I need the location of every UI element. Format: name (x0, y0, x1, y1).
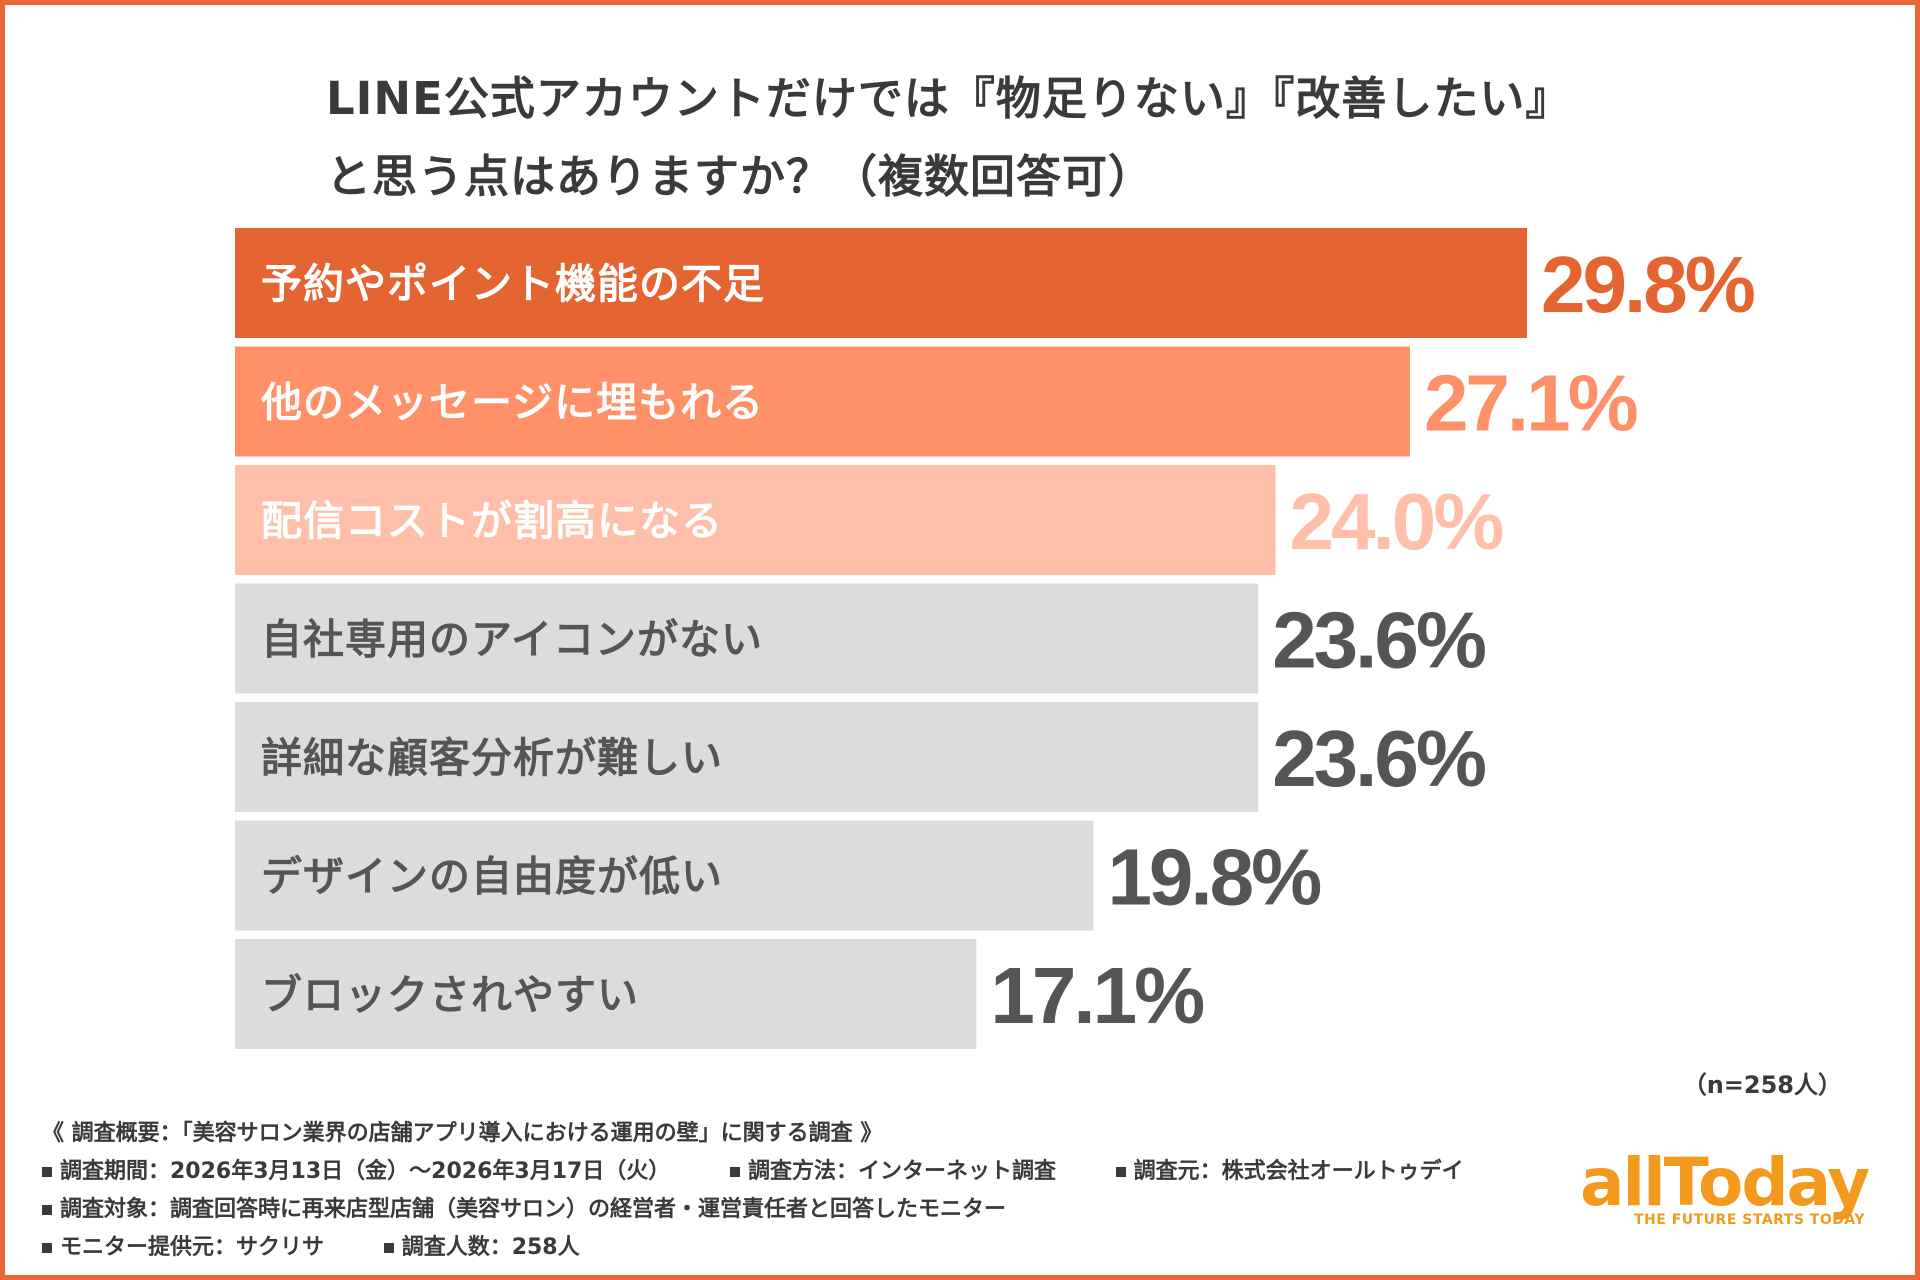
bullet-icon (42, 1243, 52, 1253)
bar-2 (235, 346, 1410, 457)
bar-4 (235, 583, 1259, 694)
bar-value-label: 27.1% (1424, 359, 1638, 448)
survey-row-2: 調査対象：調査回答時に再来店型店舗（美容サロン）の経営者・運営責任者と回答したモ… (42, 1191, 1542, 1229)
bar-category-label: 配信コストが割高になる (261, 497, 723, 545)
logo-tagline: THE FUTURE STARTS TODAY (1634, 1212, 1866, 1228)
bar-7 (235, 939, 977, 1049)
bullet-icon (383, 1243, 394, 1253)
bullet-icon (42, 1167, 52, 1177)
chart-title: LINE公式アカウントだけでは『物足りない』『改善したい』 と思う点はありますか… (326, 60, 1726, 216)
sample-size: （n=258人） (1682, 1071, 1842, 1099)
survey-method: 調査方法：インターネット調査 (747, 1159, 1056, 1184)
bar-chart: 予約やポイント機能の不足 29.8% 他のメッセージに埋もれる 27.1% 配信コストが… (235, 228, 1758, 1049)
survey-target: 調査対象：調査回答時に再来店型店舗（美容サロン）の経営者・運営責任者と回答したモ… (60, 1197, 1007, 1222)
alltoday-logo: allToday THE FUTURE STARTS TODAY (1580, 1150, 1900, 1230)
bullet-icon (1115, 1167, 1126, 1177)
bar-value-label: 23.6% (1272, 714, 1486, 803)
survey-row-3: モニター提供元：サクリサ 調査人数：258人 (42, 1229, 1542, 1267)
survey-count: 調査人数：258人 (401, 1235, 580, 1260)
survey-item: 調査対象：調査回答時に再来店型店舗（美容サロン）の経営者・運営責任者と回答したモ… (42, 1191, 1006, 1229)
bar-category-label: 詳細な顧客分析が難しい (261, 734, 723, 782)
survey-provider: モニター提供元：サクリサ (60, 1235, 325, 1260)
logo-wordmark: allToday (1580, 1144, 1870, 1221)
bullet-icon (729, 1167, 740, 1177)
bar-value-label: 17.1% (990, 951, 1204, 1040)
chart-title-line-1: LINE公式アカウントだけでは『物足りない』『改善したい』 (326, 72, 1572, 125)
chart-title-line-2: と思う点はありますか？（複数回答可） (326, 150, 1155, 203)
bar-6 (235, 820, 1094, 931)
survey-row-1: 調査期間：2026年3月13日（金）〜2026年3月17日（火） 調査方法：イン… (42, 1153, 1542, 1191)
bar-value-label: 24.0% (1290, 477, 1504, 566)
bar-value-label: 23.6% (1272, 596, 1486, 685)
survey-item: 調査人数：258人 (383, 1229, 580, 1267)
survey-item: 調査期間：2026年3月13日（金）〜2026年3月17日（火） (42, 1153, 670, 1191)
survey-heading: 《 調査概要：「美容サロン業界の店舗アプリ導入における運用の壁」に関する調査 》 (42, 1121, 883, 1146)
survey-item: モニター提供元：サクリサ (42, 1229, 324, 1267)
survey-period: 調査期間：2026年3月13日（金）〜2026年3月17日（火） (60, 1159, 671, 1184)
bar-value-label: 29.8% (1541, 240, 1755, 329)
bar-category-label: 自社専用のアイコンがない (261, 616, 763, 664)
bar-category-label: 予約やポイント機能の不足 (261, 260, 765, 308)
survey-source: 調査元：株式会社オールトゥデイ (1133, 1159, 1464, 1184)
bar-category-label: ブロックされやすい (261, 971, 639, 1019)
bar-5 (235, 702, 1259, 812)
bar-value-label: 19.8% (1107, 833, 1321, 922)
survey-item: 調査方法：インターネット調査 (729, 1153, 1056, 1191)
survey-item: 調査元：株式会社オールトゥデイ (1115, 1153, 1464, 1191)
bullet-icon (42, 1205, 52, 1215)
bar-category-label: デザインの自由度が低い (261, 853, 723, 901)
bar-3 (235, 465, 1276, 575)
bar-category-label: 他のメッセージに埋もれる (260, 379, 764, 427)
bar-1 (235, 228, 1527, 338)
survey-footer: 《 調査概要：「美容サロン業界の店舗アプリ導入における運用の壁」に関する調査 》… (42, 1115, 1542, 1267)
